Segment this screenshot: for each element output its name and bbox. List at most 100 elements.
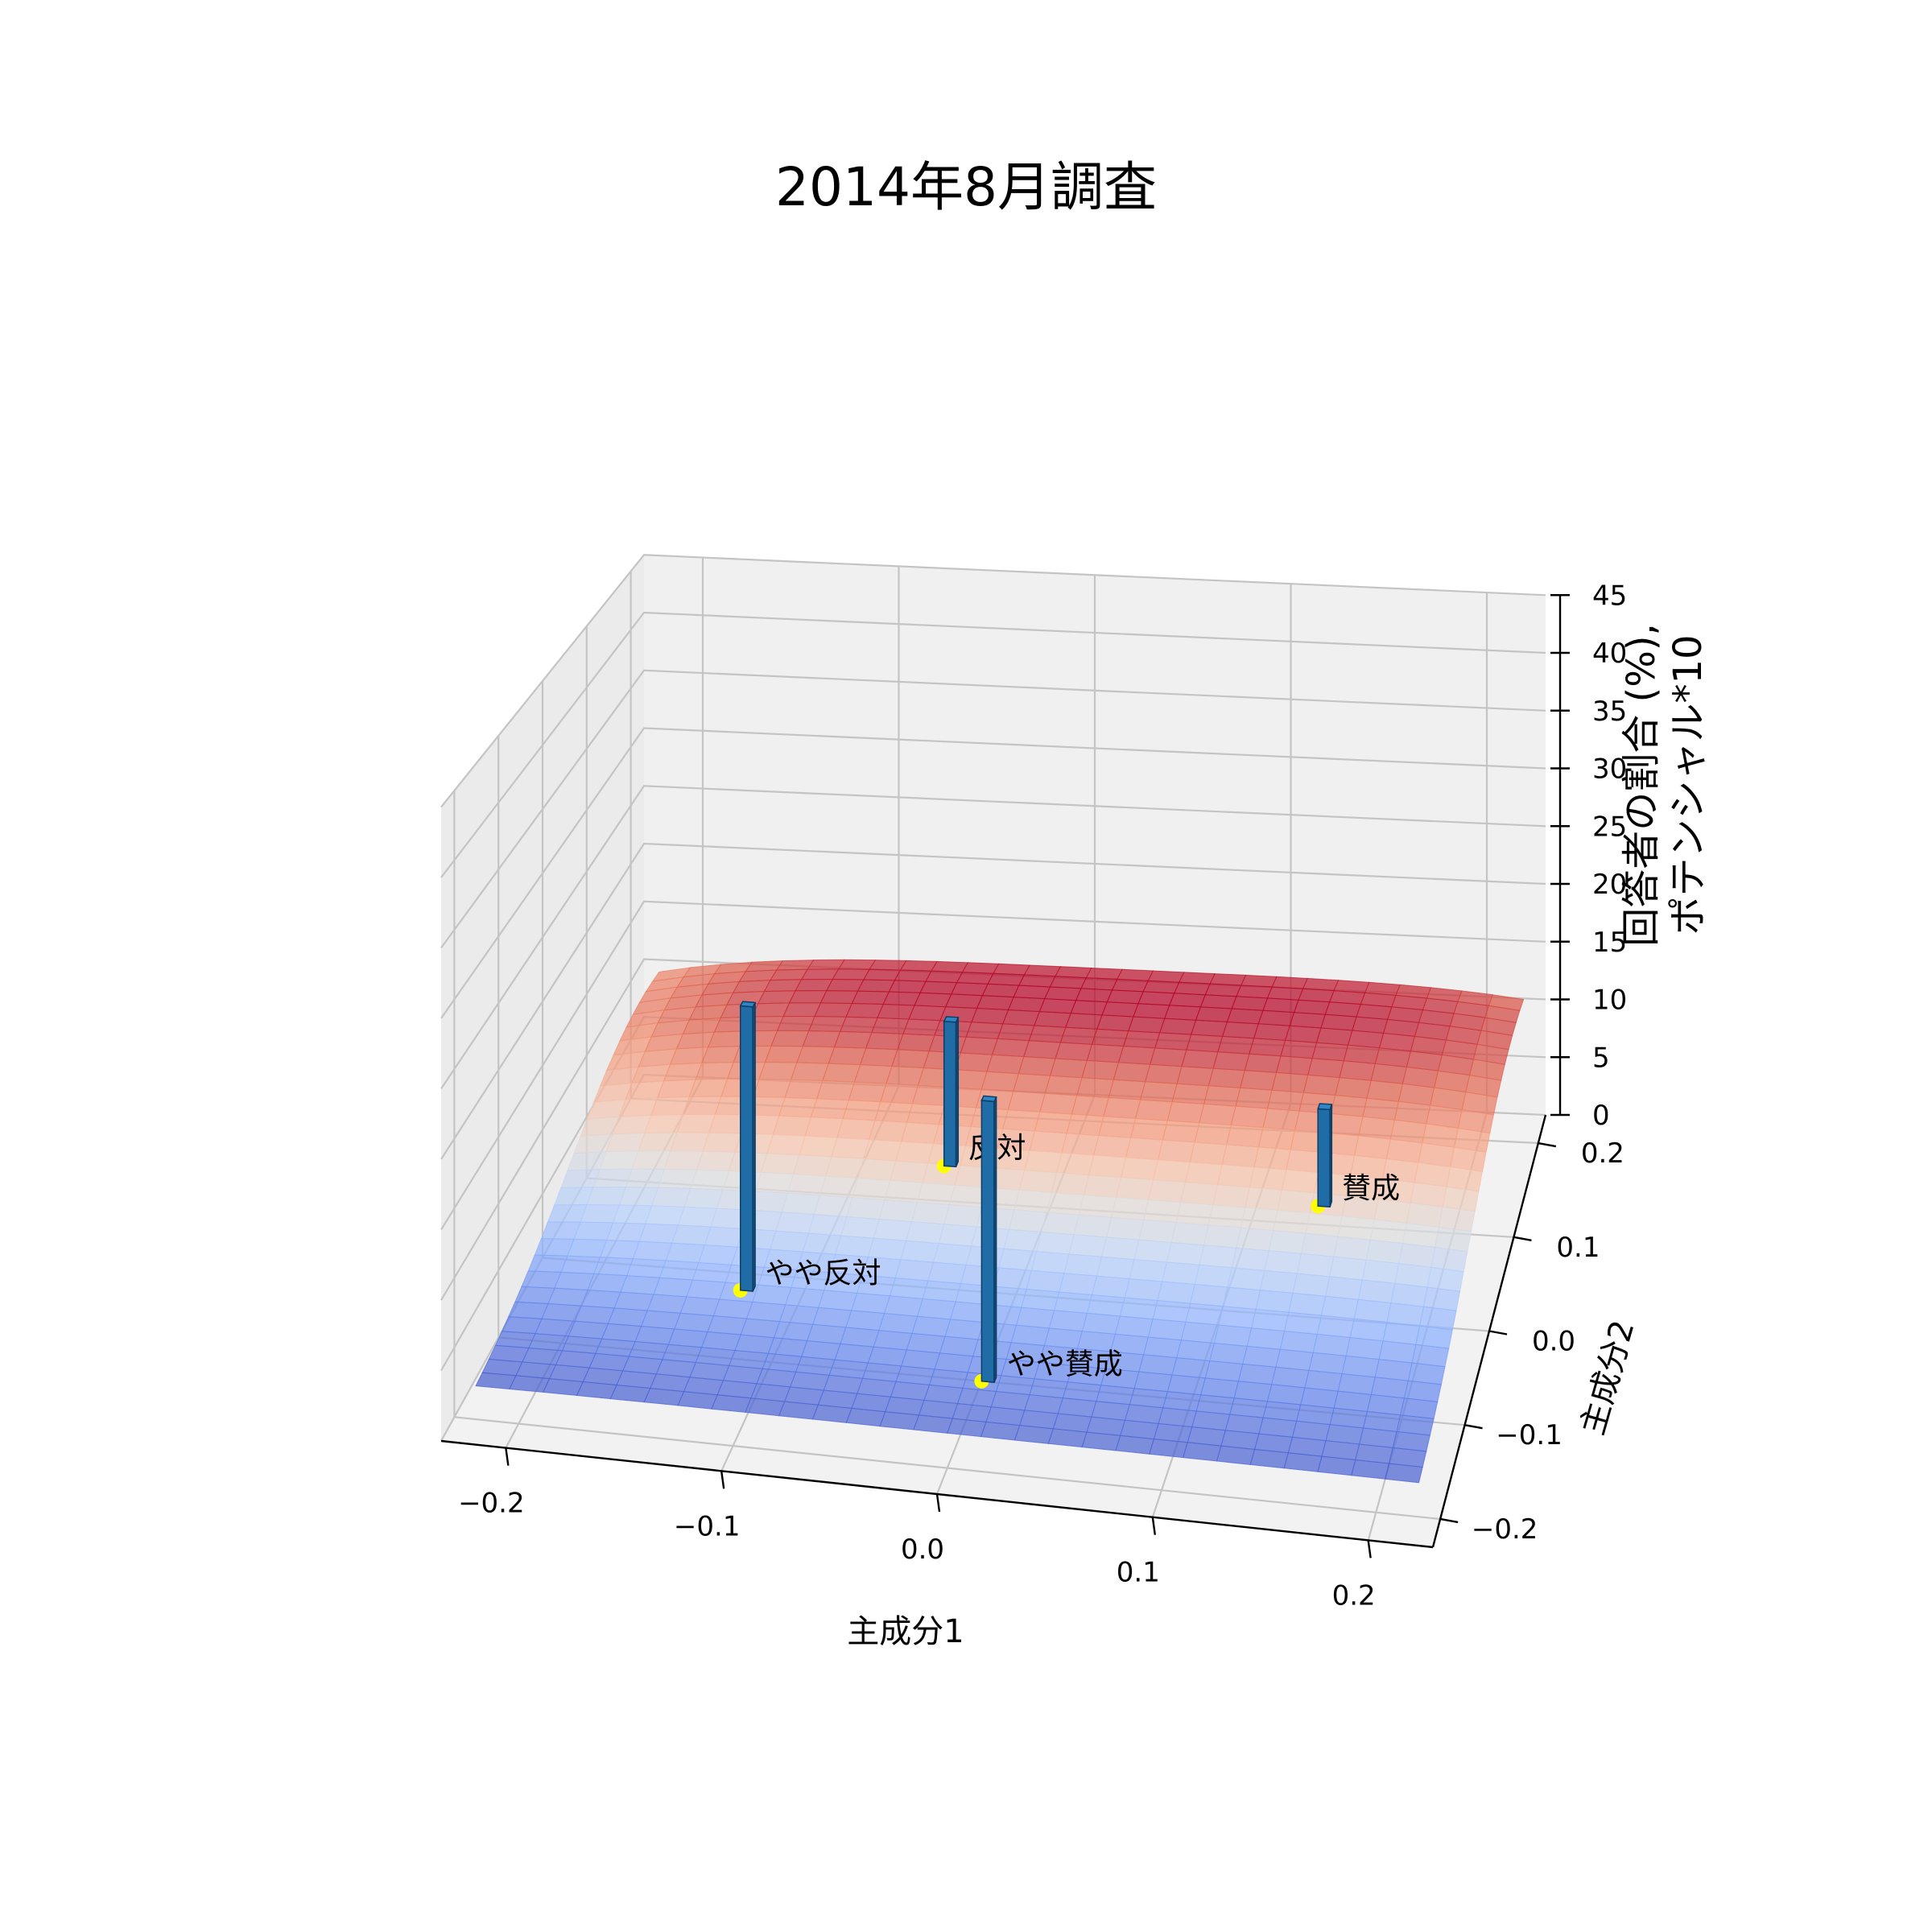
surface-patch bbox=[835, 1235, 874, 1257]
surface-patch bbox=[535, 1318, 576, 1337]
surface-patch bbox=[651, 1187, 691, 1208]
surface-patch bbox=[1227, 1267, 1265, 1291]
surface-patch bbox=[1007, 997, 1046, 1013]
x-axis-label: 主成分1 bbox=[847, 1613, 964, 1650]
surface-patch bbox=[766, 1133, 806, 1156]
bar-label: 反対 bbox=[968, 1132, 1026, 1165]
surface-patch bbox=[696, 1150, 736, 1172]
surface-patch bbox=[1286, 1149, 1323, 1173]
surface-patch bbox=[1316, 1315, 1355, 1339]
surface-patch bbox=[1105, 1216, 1145, 1241]
surface-patch bbox=[997, 1023, 1035, 1042]
surface-patch bbox=[1266, 986, 1304, 1001]
z-tick-label: 45 bbox=[1592, 580, 1627, 612]
surface-patch bbox=[1179, 972, 1216, 985]
surface-patch bbox=[1049, 1058, 1088, 1079]
chart-title: 2014年8月調査 bbox=[775, 156, 1157, 218]
surface-patch bbox=[1184, 1162, 1223, 1186]
surface-patch bbox=[1122, 1030, 1161, 1049]
surface-patch bbox=[998, 1248, 1038, 1271]
surface-patch bbox=[625, 1168, 665, 1188]
surface-patch bbox=[1222, 1286, 1261, 1310]
surface-patch bbox=[1275, 1055, 1313, 1075]
x-tick-mark bbox=[935, 1493, 941, 1513]
z-tick-label: 5 bbox=[1592, 1042, 1610, 1074]
surface-patch bbox=[960, 1036, 998, 1055]
surface-patch bbox=[816, 1080, 856, 1101]
z-grid-line bbox=[440, 900, 1546, 1231]
surface-patch bbox=[932, 1243, 972, 1265]
surface-patch bbox=[1235, 1087, 1273, 1109]
surface-patch bbox=[902, 1018, 941, 1036]
surface-patch bbox=[1302, 1074, 1340, 1096]
bar bbox=[943, 1021, 957, 1168]
surface-patch bbox=[1176, 1066, 1214, 1087]
surface-patch bbox=[698, 1244, 738, 1265]
surface-patch bbox=[1221, 1021, 1259, 1039]
surface-patch bbox=[802, 1232, 842, 1255]
surface-patch bbox=[1096, 1014, 1134, 1032]
surface-patch bbox=[776, 1015, 815, 1032]
surface-patch bbox=[1255, 1290, 1294, 1313]
surface-patch bbox=[580, 1289, 621, 1309]
surface-patch bbox=[877, 1003, 915, 1020]
bar-group: やや賛成 bbox=[974, 1095, 1123, 1389]
surface-patch bbox=[906, 1221, 945, 1245]
surface-patch bbox=[1284, 1025, 1322, 1043]
surface-patch bbox=[1226, 1125, 1264, 1148]
surface-patch bbox=[1059, 1273, 1098, 1296]
surface-patch bbox=[796, 1046, 836, 1064]
surface-patch bbox=[1240, 1207, 1278, 1232]
surface-patch bbox=[900, 1240, 939, 1263]
surface-patch bbox=[956, 972, 994, 985]
surface-patch bbox=[1182, 1442, 1222, 1462]
surface-patch bbox=[1253, 1146, 1291, 1170]
surface-patch bbox=[1013, 1425, 1054, 1444]
z-tick-label: 30 bbox=[1592, 753, 1627, 786]
surface-patch bbox=[1098, 1116, 1137, 1138]
y-tick-mark bbox=[1538, 1141, 1557, 1148]
surface-patch bbox=[914, 992, 952, 1008]
x-tick-label: 0.2 bbox=[1332, 1579, 1376, 1612]
surface-patch bbox=[1305, 1212, 1343, 1237]
surface-patch bbox=[910, 1201, 951, 1225]
surface-patch bbox=[862, 968, 902, 981]
surface-patch bbox=[1240, 1070, 1278, 1091]
surface-patch bbox=[1010, 1324, 1051, 1347]
surface-patch bbox=[1203, 1085, 1241, 1107]
surface-patch bbox=[873, 1218, 913, 1241]
surface-patch bbox=[901, 1121, 939, 1145]
bar-top bbox=[1317, 1103, 1333, 1111]
surface-patch bbox=[670, 1132, 710, 1152]
surface-patch bbox=[1259, 1269, 1298, 1294]
surface-patch bbox=[1143, 1199, 1182, 1224]
surface-patch bbox=[507, 1301, 549, 1319]
surface-patch bbox=[1230, 1105, 1269, 1129]
surface-patch bbox=[1257, 1009, 1295, 1026]
surface-patch bbox=[1048, 1310, 1088, 1332]
surface-patch bbox=[676, 1113, 716, 1133]
surface-patch bbox=[643, 1387, 685, 1406]
x-tick-label: 0.0 bbox=[901, 1534, 944, 1566]
surface-patch bbox=[1244, 1053, 1282, 1073]
surface-patch bbox=[1147, 1319, 1187, 1341]
surface-patch bbox=[1218, 1306, 1257, 1329]
surface-patch bbox=[944, 1319, 985, 1340]
surface-patch bbox=[845, 1407, 886, 1427]
surface-patch bbox=[1180, 1321, 1220, 1344]
surface-patch bbox=[1139, 1081, 1178, 1103]
surface-patch bbox=[871, 1017, 910, 1034]
surface-patch bbox=[1390, 1282, 1428, 1307]
surface-patch bbox=[683, 1187, 724, 1209]
surface-patch bbox=[1003, 1228, 1042, 1253]
surface-patch bbox=[833, 1030, 873, 1049]
surface-patch bbox=[1081, 1431, 1121, 1451]
surface-patch bbox=[1157, 1139, 1195, 1163]
surface-patch bbox=[1365, 1239, 1404, 1265]
surface-patch bbox=[839, 1016, 878, 1034]
surface-patch bbox=[1257, 1127, 1296, 1150]
surface-patch bbox=[541, 1302, 582, 1322]
surface-patch bbox=[1349, 1318, 1388, 1342]
bar-group: 反対 bbox=[936, 1016, 1026, 1174]
surface-patch bbox=[1330, 1094, 1368, 1117]
